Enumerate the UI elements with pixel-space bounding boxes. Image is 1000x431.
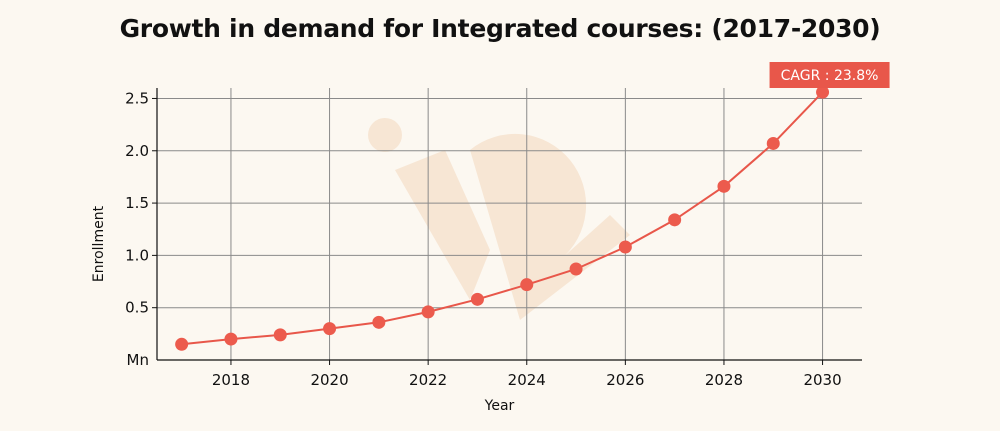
x-tick-label: 2028: [705, 371, 743, 389]
x-tick-label: 2030: [803, 371, 841, 389]
y-axis-title: Enrollment: [91, 205, 107, 282]
x-tick-label: 2024: [508, 371, 546, 389]
data-point: [618, 240, 632, 254]
series-line: [181, 91, 824, 346]
data-point: [766, 136, 780, 150]
data-point: [668, 213, 682, 227]
chart-title: Growth in demand for Integrated courses:…: [119, 14, 881, 43]
data-point: [372, 315, 386, 329]
data-point: [520, 278, 534, 292]
data-point: [470, 292, 484, 306]
x-axis-title: Year: [484, 398, 515, 414]
data-point: [323, 322, 337, 336]
data-point: [816, 85, 830, 99]
watermark-loop-shape: [470, 133, 630, 320]
data-point: [175, 337, 189, 351]
y-tick-label: 2.0: [125, 142, 149, 160]
data-point: [717, 179, 731, 193]
y-tick-label: 1.5: [125, 194, 149, 212]
watermark-stroke-shape: [395, 150, 490, 300]
y-unit-label: Mn: [127, 351, 149, 369]
data-point: [421, 305, 435, 319]
x-tick-label: 2026: [606, 371, 644, 389]
data-point: [569, 262, 583, 276]
cagr-badge: [769, 62, 890, 88]
y-tick-label: 1.0: [125, 246, 149, 264]
data-point: [224, 332, 238, 346]
x-tick-label: 2018: [212, 371, 250, 389]
y-tick-label: 2.5: [125, 89, 149, 107]
data-point: [273, 328, 287, 342]
x-tick-label: 2020: [310, 371, 348, 389]
x-tick-label: 2022: [409, 371, 447, 389]
cagr-badge-label: CAGR : 23.8%: [781, 68, 879, 84]
watermark-dot-shape: [368, 118, 402, 152]
y-tick-label: 0.5: [125, 299, 149, 317]
